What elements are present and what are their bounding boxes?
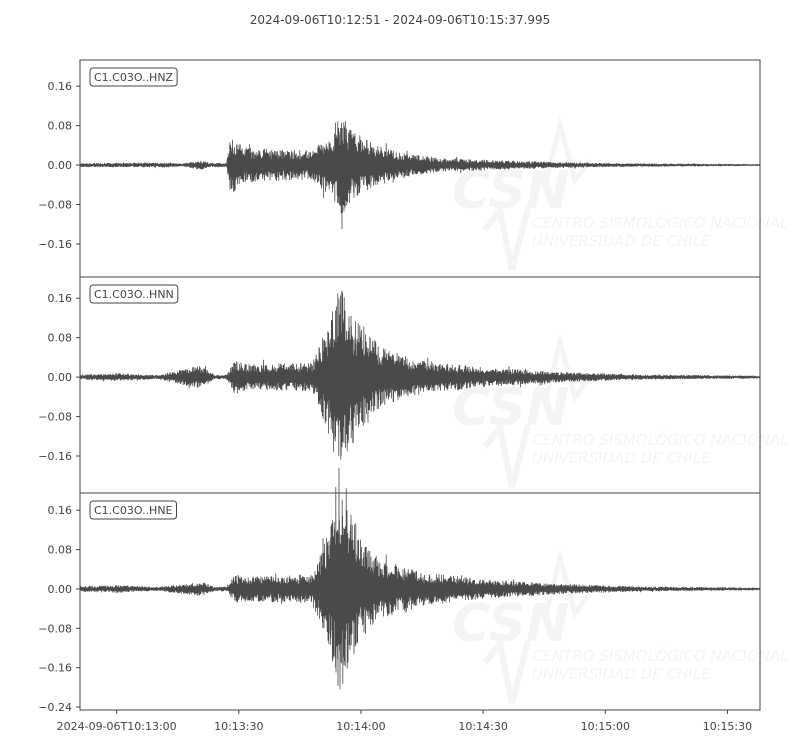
y-tick-label: 0.16 xyxy=(48,80,73,93)
y-tick-label: 0.16 xyxy=(48,504,73,517)
y-tick-label: 0.16 xyxy=(48,292,73,305)
trace-label: C1.C03O..HNN xyxy=(94,288,174,301)
trace-label-box xyxy=(89,284,179,304)
y-tick-label: −0.24 xyxy=(38,701,72,714)
trace-label-box xyxy=(89,67,178,87)
y-tick-label: 0.00 xyxy=(48,159,73,172)
y-tick-label: −0.16 xyxy=(38,238,72,251)
watermark-wave xyxy=(482,419,531,488)
watermark-line1: CENTRO SISMOLÓGICO NACIONAL xyxy=(532,646,788,665)
y-tick-label: 0.08 xyxy=(48,544,73,557)
x-tick-label: 10:15:30 xyxy=(703,720,752,733)
x-tick-label: 10:14:30 xyxy=(458,720,507,733)
axes-frame xyxy=(79,492,761,711)
y-tick-label: 0.00 xyxy=(48,583,73,596)
watermark-line2: UNIVERSIDAD DE CHILE xyxy=(532,449,711,467)
y-tick-label: −0.08 xyxy=(38,622,72,635)
watermark-wave xyxy=(482,635,531,704)
waveform-trace xyxy=(79,290,761,460)
x-tick-label: 2024-09-06T10:13:00 xyxy=(57,720,177,733)
y-tick-label: −0.08 xyxy=(38,199,72,212)
watermark-line2: UNIVERSIDAD DE CHILE xyxy=(532,232,711,250)
watermark-wave xyxy=(542,115,592,186)
x-tick-label: 10:14:00 xyxy=(336,720,385,733)
x-tick-label: 10:13:30 xyxy=(214,720,263,733)
watermark-logo: CSN xyxy=(452,594,569,654)
trace-label: C1.C03O..HNZ xyxy=(94,71,174,84)
watermark-wave xyxy=(482,202,531,271)
y-tick-label: −0.16 xyxy=(38,450,72,463)
trace-label: C1.C03O..HNE xyxy=(94,504,173,517)
watermark-wave xyxy=(542,332,592,403)
watermark-line1: CENTRO SISMOLÓGICO NACIONAL xyxy=(532,430,788,449)
y-tick-label: 0.00 xyxy=(48,371,73,384)
figure-title: 2024-09-06T10:12:51 - 2024-09-06T10:15:3… xyxy=(249,13,551,27)
waveform-trace xyxy=(79,121,761,230)
y-tick-label: 0.08 xyxy=(48,332,73,345)
y-tick-label: 0.08 xyxy=(48,120,73,133)
y-tick-label: −0.08 xyxy=(38,411,72,424)
y-tick-label: −0.16 xyxy=(38,662,72,675)
watermark-line1: CENTRO SISMOLÓGICO NACIONAL xyxy=(532,213,788,232)
trace-label-box xyxy=(89,500,178,520)
x-tick-label: 10:15:00 xyxy=(581,720,630,733)
watermark-line2: UNIVERSIDAD DE CHILE xyxy=(532,665,711,683)
waveform-trace xyxy=(79,468,761,690)
